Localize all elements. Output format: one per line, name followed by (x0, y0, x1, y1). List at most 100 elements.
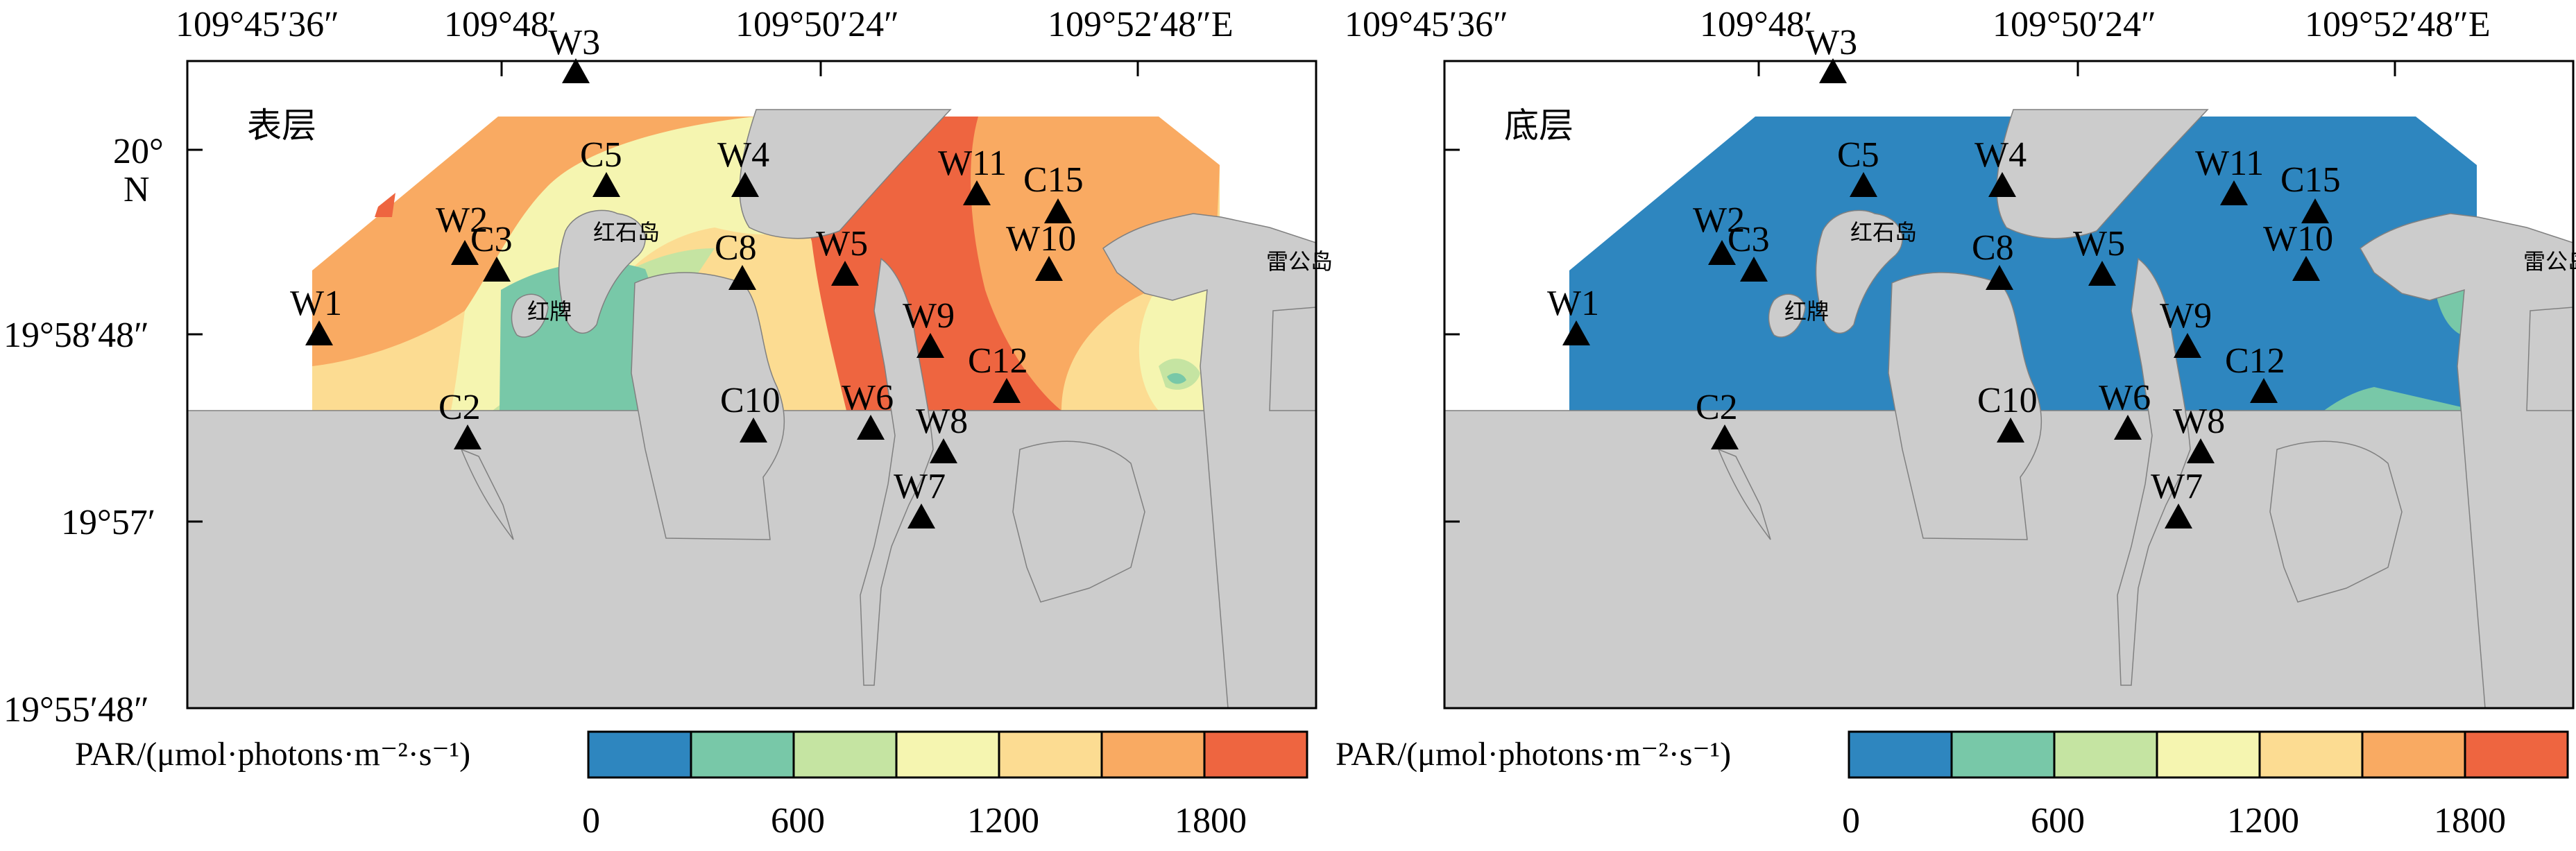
station-marker (483, 257, 511, 282)
x-tick-label: 109°50′24″ (1993, 5, 2156, 44)
station-marker (2174, 333, 2201, 358)
colorbar-swatch (998, 730, 1103, 779)
panel-title: 底层 (1504, 105, 1573, 146)
place-label-hongshi: 红石岛 (1850, 219, 1917, 246)
station-label: W1 (290, 284, 342, 323)
x-tick-label: 109°48′ (1700, 5, 1812, 44)
station-marker (1708, 240, 1736, 265)
station-marker (562, 58, 590, 83)
station-marker (731, 172, 759, 197)
y-tick-label: 19°58′48″ (3, 316, 149, 355)
station-label: W5 (816, 224, 868, 264)
station-label: W10 (1006, 219, 1076, 259)
station-label: C8 (715, 228, 757, 268)
station-marker (1988, 172, 2016, 197)
colorbar-swatch (895, 730, 1000, 779)
colorbar-tick-label: 1800 (2434, 801, 2506, 841)
colorbar-tick-label: 600 (2031, 801, 2085, 841)
legend-title: PAR/(μmol·photons·m⁻²·s⁻¹) (1336, 736, 1731, 773)
station-marker (1819, 58, 1847, 83)
station-label: W10 (2263, 219, 2333, 259)
station-marker (740, 418, 767, 442)
colorbar-swatch (1848, 730, 1953, 779)
station-label: C15 (1023, 160, 1084, 200)
y-tick-label: 20° (113, 132, 164, 171)
station-marker (2301, 198, 2329, 223)
station-marker (1562, 320, 1590, 345)
colorbar-tick-label: 0 (582, 801, 600, 841)
station-marker (857, 415, 885, 440)
station-marker (831, 261, 859, 286)
station-marker (1044, 198, 1072, 223)
station-label: W1 (1547, 284, 1599, 323)
x-tick-label: 109°45′36″ (1345, 5, 1508, 44)
station-marker (1740, 257, 1768, 282)
station-label: W11 (2195, 144, 2264, 183)
station-label: W8 (916, 402, 968, 441)
panel-bottom: 底层 红石岛 红牌 雷公岛 W1W2W3C2C3C5W4C8C10W5W6W7W… (1443, 23, 2576, 710)
station-marker (1711, 424, 1739, 449)
stations: W1 W2 W3 C2 C3 C5 W4 C8 C10 W5 W6 W7 W8 W9 W11 C12 C15 W1… (1547, 23, 2341, 528)
y-unit-label: N (123, 170, 150, 209)
colorbar-tick-label: 600 (771, 801, 825, 841)
colorbar (587, 730, 1308, 779)
station-marker (592, 172, 620, 197)
colorbar-swatch (2258, 730, 2364, 779)
colorbar-swatch (1950, 730, 2056, 779)
station-marker (2088, 261, 2116, 286)
station-label: C3 (1728, 220, 1770, 259)
colorbar-swatch (2053, 730, 2158, 779)
station-label: C5 (580, 135, 622, 175)
station-marker (963, 180, 991, 205)
station-marker (1035, 256, 1063, 281)
station-marker (2292, 256, 2320, 281)
stations: W1 W2 W3 C2 C3 C5 W4 C8 C10 W5 W6 W7 W8 W9 W11 C12 C15 W1… (290, 23, 1084, 528)
map-frame (186, 60, 1317, 710)
map-frame (1443, 60, 2575, 710)
station-marker (305, 320, 333, 345)
station-label: C2 (438, 388, 481, 427)
station-label: W3 (1805, 23, 1857, 62)
station-marker (930, 438, 957, 463)
legend-title: PAR/(μmol·photons·m⁻²·s⁻¹) (75, 736, 470, 773)
colorbar-swatch (2156, 730, 2261, 779)
x-tick-label: 109°50′24″ (735, 5, 899, 44)
place-label-hongshi: 红石岛 (593, 219, 660, 246)
station-marker (728, 265, 756, 290)
place-label-leigong: 雷公岛 (2523, 248, 2576, 275)
panel-title: 表层 (247, 105, 316, 146)
colorbar-tick-label: 1200 (2227, 801, 2299, 841)
place-label-hongpai: 红牌 (1784, 298, 1829, 325)
station-label: C10 (720, 381, 781, 420)
colorbar-swatch (792, 730, 898, 779)
station-label: W6 (2099, 378, 2151, 418)
colorbar-tick-label: 0 (1842, 801, 1860, 841)
station-label: C8 (1972, 228, 2014, 268)
station-label: C2 (1696, 388, 1738, 427)
colorbar-tick-label: 1800 (1175, 801, 1247, 841)
colorbar (1848, 730, 2569, 779)
colorbar-swatch (1100, 730, 1206, 779)
station-label: W11 (938, 144, 1007, 183)
colorbar-tick-label: 1200 (967, 801, 1039, 841)
station-label: C10 (1977, 381, 2038, 420)
station-marker (2114, 415, 2142, 440)
station-label: W6 (842, 378, 894, 418)
station-label: W2 (436, 200, 488, 240)
place-label-hongpai: 红牌 (527, 298, 572, 325)
station-marker (2250, 378, 2278, 403)
ticks (187, 61, 1139, 523)
station-label: W3 (548, 23, 600, 62)
station-label: W4 (717, 135, 769, 175)
colorbar-swatch (2361, 730, 2466, 779)
station-label: C12 (2225, 341, 2285, 381)
x-tick-label: 109°45′36″ (176, 5, 339, 44)
y-tick-label: 19°55′48″ (3, 690, 149, 730)
station-label: W9 (2160, 296, 2212, 336)
station-label: W9 (903, 296, 955, 336)
y-tick-label: 19°57′ (61, 503, 155, 542)
station-marker (916, 333, 944, 358)
station-marker (2220, 180, 2248, 205)
